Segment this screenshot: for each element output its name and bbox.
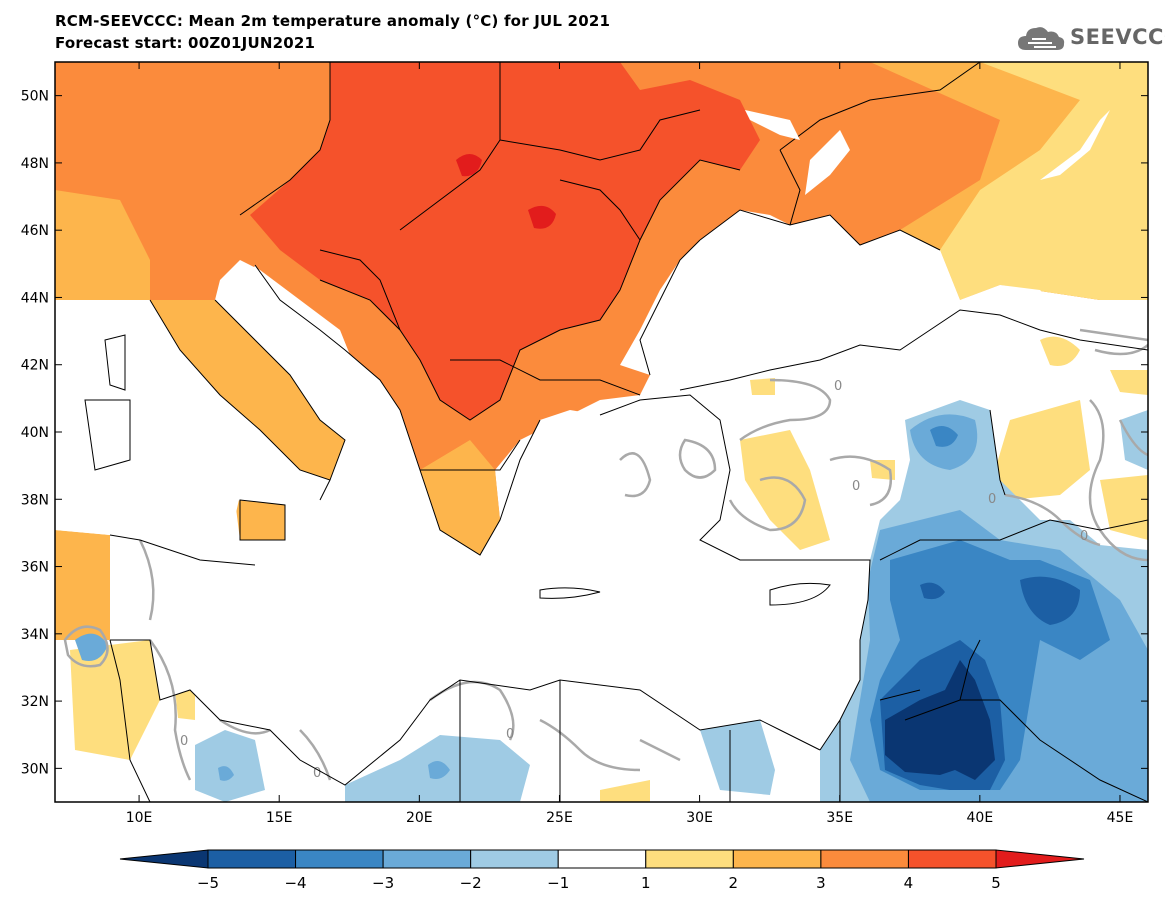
longitude-axis: 10E 15E 20E 25E 30E 35E 40E 45E (126, 62, 1134, 826)
lat-tick-label: 44N (21, 290, 49, 306)
lon-tick-label: 25E (546, 810, 573, 826)
map-title: RCM-SEEVCCC: Mean 2m temperature anomaly… (55, 12, 611, 30)
lat-tick-label: 48N (21, 156, 49, 172)
colorbar-tick-label: −2 (460, 874, 482, 892)
coastlines-borders (84, 62, 1148, 802)
colorbar-segment (645, 849, 734, 869)
lon-tick-label: 15E (266, 810, 293, 826)
colorbar-segment (382, 849, 472, 869)
svg-text:0: 0 (180, 734, 188, 749)
logo-text: SEEVCCC (1070, 25, 1165, 49)
lat-tick-label: 32N (21, 694, 49, 710)
colorbar-tick-label: −5 (197, 874, 219, 892)
mediterranean-sea (55, 300, 870, 785)
colorbar-tick-label: 5 (991, 874, 1001, 892)
colorbar-segment (732, 849, 822, 869)
colorbar-tick-label: 1 (641, 874, 651, 892)
svg-text:0: 0 (852, 479, 860, 494)
colorbar-tick-label: 2 (729, 874, 739, 892)
colorbar-tick-label: −1 (547, 874, 569, 892)
lon-tick-label: 30E (686, 810, 713, 826)
lat-tick-label: 40N (21, 425, 49, 441)
colorbar-tick-label: 3 (816, 874, 826, 892)
colorbar-segment (820, 849, 909, 869)
lat-tick-label: 46N (21, 223, 49, 239)
colorbar-tick-label: 4 (904, 874, 914, 892)
lon-tick-label: 20E (406, 810, 433, 826)
lat-tick-label: 34N (21, 627, 49, 643)
svg-text:0: 0 (834, 379, 842, 394)
colorbar-tick-label: −4 (284, 874, 306, 892)
lon-tick-label: 35E (826, 810, 853, 826)
strong-cool-core (885, 660, 995, 780)
latitude-axis: 30N 32N 34N 36N 38N 40N 42N 44N 46N 48N 50N (21, 89, 1148, 777)
contour-labels: 0 0 0 0 0 0 0 (180, 379, 1088, 781)
black-sea (640, 210, 1148, 390)
lat-tick-label: 30N (21, 761, 49, 777)
lat-tick-label: 38N (21, 492, 49, 508)
colorbar-segment (295, 849, 384, 869)
colorbar-tick-label: −3 (372, 874, 394, 892)
seevccc-logo: SEEVCCC (1016, 20, 1165, 54)
forecast-start: Forecast start: 00Z01JUN2021 (55, 34, 316, 52)
lon-tick-label: 10E (126, 810, 153, 826)
lat-tick-label: 50N (21, 89, 49, 105)
cloud-icon (1018, 27, 1065, 50)
colorbar-segment (907, 849, 997, 869)
colorbar-extend-low (119, 849, 209, 869)
zero-contours (63, 328, 1148, 781)
lat-tick-label: 42N (21, 358, 49, 374)
colorbar-extend-high (995, 849, 1085, 869)
colorbar: −5 −4 −3 −2 −1 1 2 3 4 5 (119, 849, 1085, 892)
lon-tick-label: 40E (967, 810, 994, 826)
colorbar-segment (557, 849, 647, 869)
lat-tick-label: 36N (21, 560, 49, 576)
svg-text:0: 0 (506, 727, 514, 742)
svg-text:0: 0 (1080, 529, 1088, 544)
svg-text:0: 0 (313, 766, 321, 781)
colorbar-segment (207, 849, 297, 869)
lon-tick-label: 45E (1107, 810, 1134, 826)
colorbar-segment (470, 849, 559, 869)
svg-text:0: 0 (988, 492, 996, 507)
